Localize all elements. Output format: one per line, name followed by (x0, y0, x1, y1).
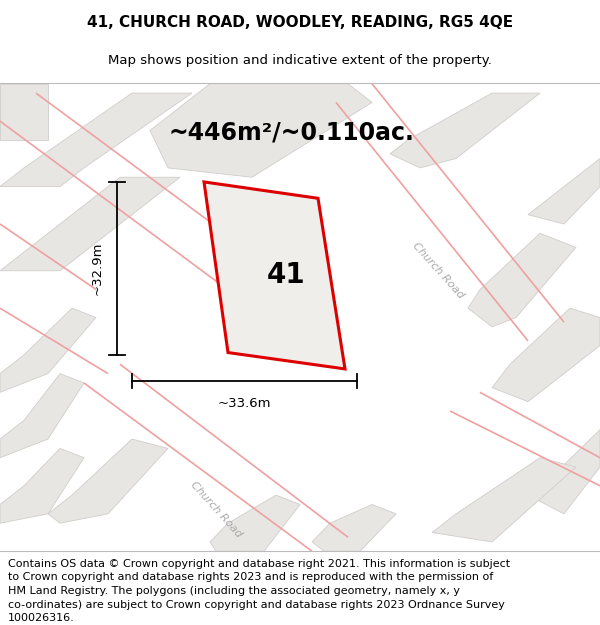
Text: Map shows position and indicative extent of the property.: Map shows position and indicative extent… (108, 54, 492, 67)
Polygon shape (150, 84, 372, 178)
Polygon shape (528, 159, 600, 224)
Text: Contains OS data © Crown copyright and database right 2021. This information is : Contains OS data © Crown copyright and d… (8, 559, 510, 569)
Text: co-ordinates) are subject to Crown copyright and database rights 2023 Ordnance S: co-ordinates) are subject to Crown copyr… (8, 599, 505, 609)
Text: Church Road: Church Road (188, 479, 244, 539)
Polygon shape (390, 93, 540, 168)
Polygon shape (0, 177, 180, 271)
Text: ~446m²/~0.110ac.: ~446m²/~0.110ac. (168, 121, 414, 145)
Polygon shape (492, 308, 600, 402)
Polygon shape (0, 308, 96, 392)
Text: 41: 41 (266, 261, 305, 289)
Polygon shape (528, 430, 600, 514)
Polygon shape (0, 374, 84, 458)
Polygon shape (312, 504, 396, 551)
Text: Church Road: Church Road (410, 241, 466, 301)
Polygon shape (0, 93, 192, 187)
Polygon shape (0, 84, 48, 140)
Polygon shape (48, 439, 168, 523)
Polygon shape (210, 495, 300, 551)
Text: ~33.6m: ~33.6m (218, 397, 271, 410)
Polygon shape (468, 233, 576, 327)
Polygon shape (0, 448, 84, 523)
Text: ~32.9m: ~32.9m (91, 242, 104, 295)
Polygon shape (432, 458, 576, 542)
Polygon shape (204, 182, 345, 369)
Text: 41, CHURCH ROAD, WOODLEY, READING, RG5 4QE: 41, CHURCH ROAD, WOODLEY, READING, RG5 4… (87, 15, 513, 30)
Text: 100026316.: 100026316. (8, 613, 74, 623)
Text: to Crown copyright and database rights 2023 and is reproduced with the permissio: to Crown copyright and database rights 2… (8, 572, 493, 582)
Text: HM Land Registry. The polygons (including the associated geometry, namely x, y: HM Land Registry. The polygons (includin… (8, 586, 460, 596)
